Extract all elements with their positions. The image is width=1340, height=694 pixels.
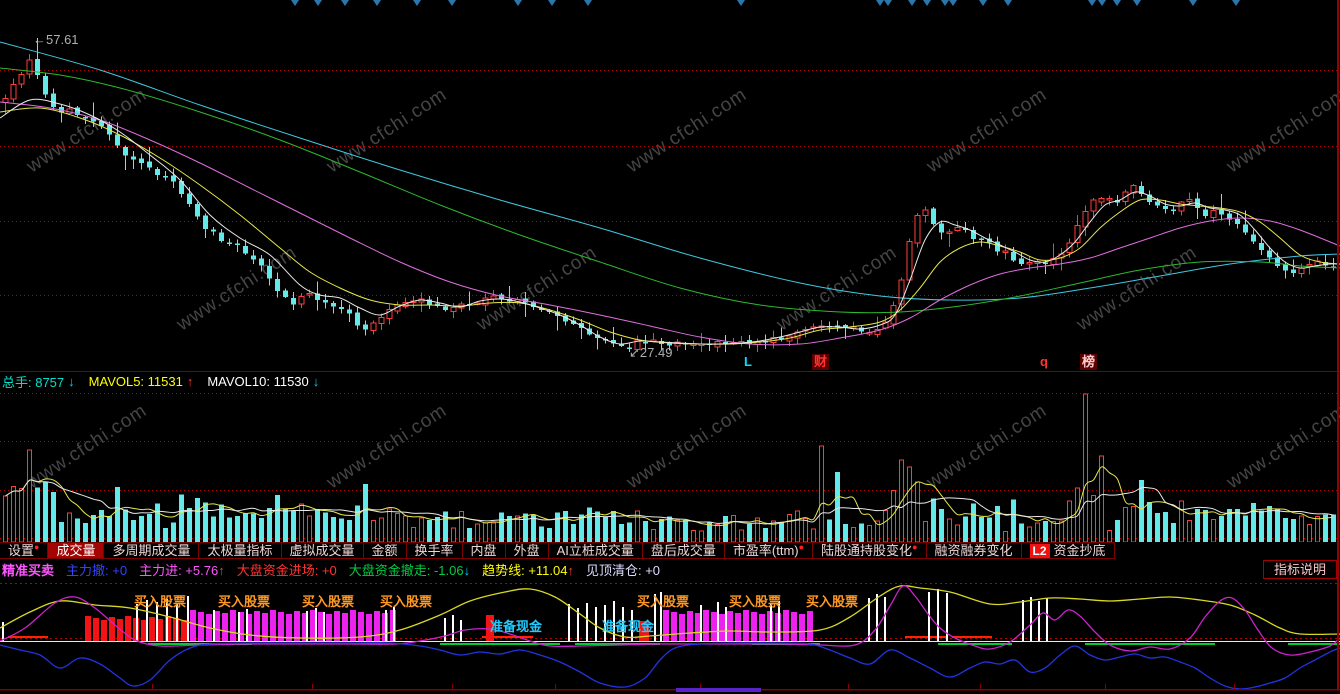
- tab-AI立桩成交量[interactable]: AI立桩成交量: [547, 542, 643, 559]
- indicator-item: 大盘资金进场: +0: [236, 563, 337, 578]
- cash-signal-label: 准备现金: [490, 619, 543, 634]
- indicator-help-button[interactable]: 指标说明: [1262, 560, 1337, 579]
- red-dot-icon: ●: [912, 542, 918, 552]
- buy-signal-label: 买入股票: [806, 594, 858, 609]
- tab-融资融券变化[interactable]: 融资融券变化: [925, 542, 1022, 559]
- down-arrow-icon: ↓: [312, 373, 320, 389]
- indicator-item: 趋势线: +11.04↑: [482, 563, 574, 578]
- volume-header-item: MAVOL10: 11530 ↓: [207, 373, 320, 389]
- buy-signal-label: 买入股票: [380, 594, 432, 609]
- indicator-item: 主力进: +5.76↑: [139, 563, 225, 578]
- tab-内盘[interactable]: 内盘: [461, 542, 506, 559]
- l2-badge: L2: [1029, 544, 1050, 558]
- volume-chart[interactable]: [0, 390, 1340, 542]
- down-arrow-icon: ↓: [68, 373, 75, 389]
- indicator-value-bar: 精准买卖 主力撤: +0 主力进: +5.76↑ 大盘资金进场: +0 大盘资金撤走: …: [2, 560, 1262, 579]
- tab-金额[interactable]: 金额: [362, 542, 407, 559]
- high-price-label: ←57.61: [33, 32, 79, 47]
- low-price-label: ↙27.49: [629, 345, 672, 360]
- volume-header-item: 总手: 8757 ↓: [2, 373, 75, 390]
- indicator-item: 见顶清仓: +0: [585, 563, 661, 578]
- up-arrow-icon: ↑: [186, 373, 194, 389]
- tab-成交量[interactable]: 成交量: [47, 542, 105, 559]
- tab-虚拟成交量[interactable]: 虚拟成交量: [280, 542, 364, 559]
- tab-多周期成交量[interactable]: 多周期成交量: [103, 542, 200, 559]
- buy-signal-label: 买入股票: [637, 594, 689, 609]
- indicator-tab-bar: 设置● 成交量 多周期成交量 太极量指标 虚拟成交量 金额 换手率 内盘 外盘 AI立桩成交量 盘后…: [0, 542, 1340, 559]
- candlestick-chart[interactable]: ←57.61 ↙27.49: [0, 0, 1340, 372]
- ad-glyph: L: [744, 354, 752, 369]
- red-dot-icon: ●: [34, 542, 40, 552]
- tab-盘后成交量[interactable]: 盘后成交量: [641, 542, 725, 559]
- tab-设置[interactable]: 设置●: [0, 542, 49, 559]
- tab-资金抄底[interactable]: L2 资金抄底: [1020, 542, 1115, 559]
- down-arrow-icon: ↓: [463, 563, 471, 578]
- tab-陆股通持股变化[interactable]: 陆股通持股变化●: [812, 542, 927, 559]
- red-dot-icon: ●: [798, 542, 805, 552]
- volume-header-item: MAVOL5: 11531 ↑: [88, 373, 194, 389]
- indicator-item: 精准买卖: [2, 563, 55, 578]
- tab-市盈率(ttm)[interactable]: 市盈率(ttm)●: [723, 542, 814, 559]
- buy-signal-label: 买入股票: [729, 594, 781, 609]
- tab-换手率[interactable]: 换手率: [405, 542, 463, 559]
- panel-separator: [0, 371, 1340, 372]
- cash-signal-label: 准备现金: [602, 619, 655, 634]
- ad-glyph: 财: [812, 354, 830, 370]
- chart-right-border: [1337, 0, 1339, 690]
- tab-外盘[interactable]: 外盘: [504, 542, 549, 559]
- volume-header: 总手: 8757 ↓ MAVOL5: 11531 ↑ MAVOL10: 11530 ↓: [2, 373, 1332, 390]
- up-arrow-icon: ↑: [567, 563, 574, 578]
- ad-glyph: q: [1040, 354, 1048, 369]
- buy-signal-label: 买入股票: [302, 594, 354, 609]
- tab-太极量指标[interactable]: 太极量指标: [198, 542, 282, 559]
- ad-glyph: 榜: [1080, 354, 1098, 370]
- buy-signal-label: 买入股票: [218, 594, 270, 609]
- indicator-item: 主力撤: +0: [66, 563, 128, 578]
- buy-signal-label: 买入股票: [134, 594, 186, 609]
- up-arrow-icon: ↑: [218, 563, 225, 578]
- indicator-item: 大盘资金撤走: -1.06↓: [348, 563, 471, 578]
